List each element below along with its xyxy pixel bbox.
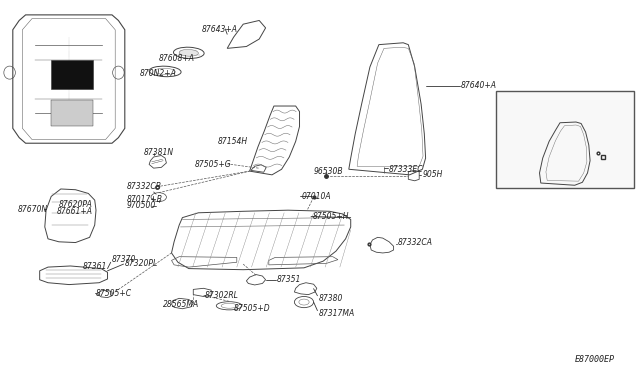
Text: 870N2+A: 870N2+A — [140, 69, 177, 78]
Text: 87332CA: 87332CA — [398, 238, 433, 247]
Text: 87661+A: 87661+A — [56, 207, 92, 216]
Text: 87317MA: 87317MA — [319, 309, 355, 318]
Text: 87381N: 87381N — [144, 148, 174, 157]
Bar — [51, 60, 93, 89]
Text: E87000EP: E87000EP — [575, 355, 614, 364]
Text: 87608+A: 87608+A — [159, 54, 195, 63]
Text: 87332CB: 87332CB — [127, 182, 162, 190]
Text: 87333EC: 87333EC — [389, 165, 424, 174]
Text: W/LUMBAR: W/LUMBAR — [502, 94, 554, 103]
Text: 87505+D: 87505+D — [234, 304, 270, 313]
Bar — [51, 100, 93, 126]
Text: 87670N: 87670N — [18, 205, 48, 214]
Text: 87505+C: 87505+C — [96, 289, 132, 298]
Text: 87505+G: 87505+G — [195, 160, 232, 169]
Text: 87351: 87351 — [277, 275, 301, 283]
Text: 87017+B: 87017+B — [127, 195, 163, 204]
Text: 07010A: 07010A — [302, 192, 332, 201]
Text: 87010E: 87010E — [538, 110, 567, 119]
Text: 87620PA: 87620PA — [59, 200, 93, 209]
Text: 87302RL: 87302RL — [205, 291, 239, 300]
Text: 96530B: 96530B — [314, 167, 343, 176]
Bar — [496, 91, 634, 188]
Text: 87643+A: 87643+A — [202, 25, 237, 33]
Text: 970500: 970500 — [127, 201, 156, 210]
Text: 87611PL: 87611PL — [538, 119, 571, 128]
Text: 28565MA: 28565MA — [163, 300, 200, 309]
Text: 87154H: 87154H — [218, 137, 248, 146]
Text: 87619M: 87619M — [502, 151, 532, 160]
Text: 87640+A: 87640+A — [461, 81, 497, 90]
Text: 87505+H: 87505+H — [312, 212, 349, 221]
Text: 87370: 87370 — [112, 255, 136, 264]
Text: 87361: 87361 — [83, 262, 108, 271]
Text: 87320PL: 87320PL — [125, 259, 158, 268]
Text: 87380: 87380 — [319, 294, 343, 303]
Text: 905H: 905H — [422, 170, 443, 179]
